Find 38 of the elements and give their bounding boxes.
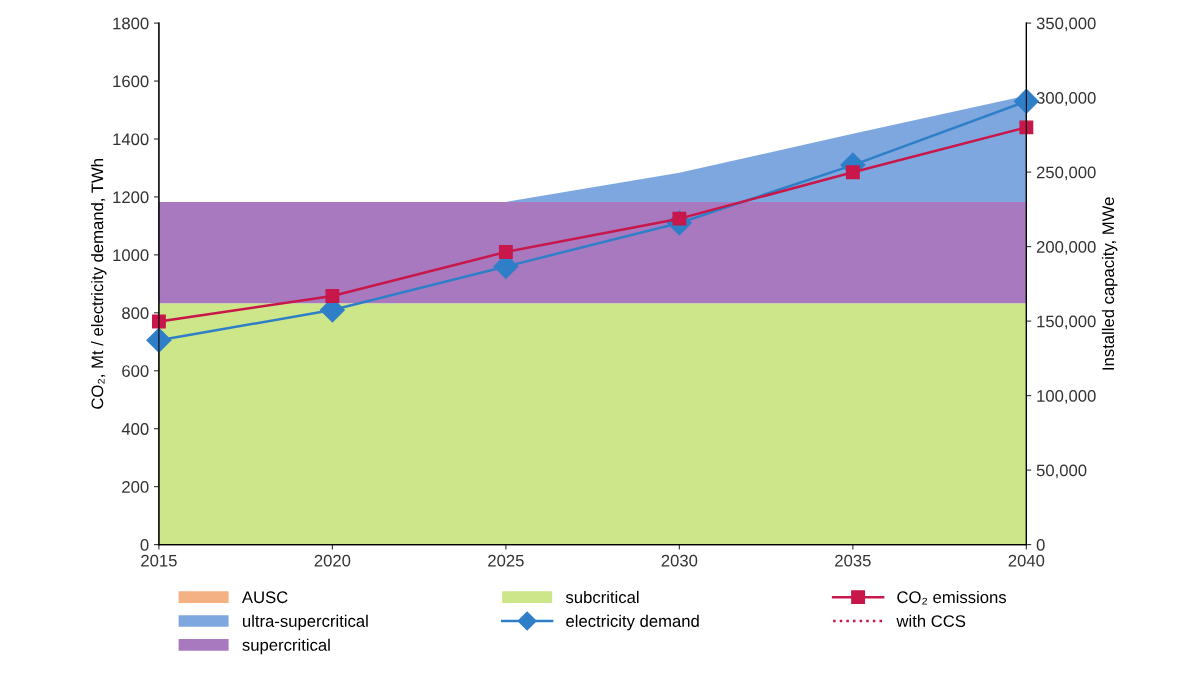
x-tick-label: 2025 <box>488 554 524 567</box>
y-tick-label: 600 <box>122 365 149 377</box>
y2-tick-label: 300,000 <box>1036 92 1096 106</box>
y-tick-label: 0 <box>140 539 149 551</box>
legend-label: with CCS <box>896 614 966 627</box>
y2-tick-label: 150,000 <box>1037 315 1096 330</box>
y-tick-label: 1000 <box>113 249 149 262</box>
point <box>1013 88 1039 114</box>
y-tick-label: 1400 <box>113 133 149 146</box>
legend-label: electricity demand <box>566 614 699 631</box>
y2-tick-label: 200,000 <box>1036 241 1096 255</box>
legend-label: subcritical <box>565 590 639 604</box>
y-tick-label: 200 <box>122 481 149 493</box>
x-tick-label: 2030 <box>661 554 698 567</box>
y2-tick-label: 0 <box>1036 539 1045 551</box>
legend-label: CO₂ emissions <box>897 590 1007 605</box>
y-axis-title: CO₂, Mt / electricity demand, TWh <box>91 159 107 409</box>
y2-tick-label: 50,000 <box>1036 464 1087 479</box>
point <box>325 289 340 303</box>
x-tick-label: 2020 <box>314 554 351 567</box>
legend-label: AUSC <box>241 591 288 604</box>
y2-axis-title: Installed capacity, MWe <box>1101 197 1118 370</box>
y-tick-label: 800 <box>122 307 149 320</box>
y-tick-label: 1800 <box>113 17 149 30</box>
legend-label: ultra-supercritical <box>243 614 368 631</box>
point <box>1019 120 1034 135</box>
y2-tick-label: 100,000 <box>1037 390 1096 404</box>
x-tick-label: 2015 <box>141 554 177 567</box>
y2-tick-label: 350,000 <box>1036 17 1096 32</box>
y-tick-label: 1200 <box>113 191 149 204</box>
y-tick-label: 400 <box>121 423 149 435</box>
y2-tick-label: 250,000 <box>1036 166 1096 181</box>
y-tick-label: 1600 <box>113 75 149 88</box>
legend-label: supercritical <box>242 638 330 655</box>
point <box>498 245 513 259</box>
x-tick-label: 2040 <box>1008 554 1045 567</box>
x-tick-label: 2035 <box>835 554 871 567</box>
point <box>845 165 860 180</box>
